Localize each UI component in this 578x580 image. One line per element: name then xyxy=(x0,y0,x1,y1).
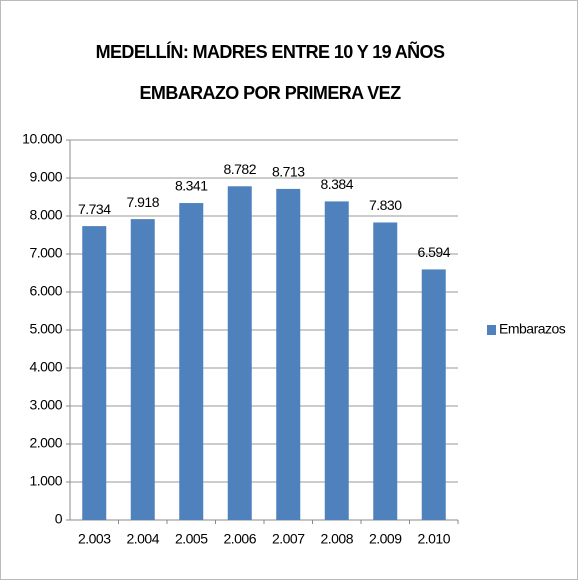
bar xyxy=(179,203,204,521)
x-tick-label: 2.007 xyxy=(272,531,305,547)
y-tick-label: 1.000 xyxy=(29,473,62,489)
y-tick-label: 6.000 xyxy=(29,283,62,299)
x-tick-label: 2.008 xyxy=(320,531,353,547)
y-tick-label: 10.000 xyxy=(22,131,63,147)
y-tick-label: 9.000 xyxy=(29,169,62,185)
value-label: 7.918 xyxy=(126,194,159,210)
y-tick-label: 0 xyxy=(55,511,63,527)
value-label: 8.384 xyxy=(320,176,353,192)
value-label: 8.713 xyxy=(272,164,305,180)
chart-title: MEDELLÍN: MADRES ENTRE 10 Y 19 AÑOS EMBA… xyxy=(95,42,445,103)
x-tick-label: 2.010 xyxy=(417,531,450,547)
value-label: 7.734 xyxy=(78,201,111,217)
value-label: 6.594 xyxy=(417,244,450,260)
bar xyxy=(227,186,252,520)
y-tick-label: 3.000 xyxy=(29,397,62,413)
x-tick-label: 2.009 xyxy=(369,531,402,547)
value-label: 8.341 xyxy=(175,178,208,194)
x-tick-label: 2.006 xyxy=(223,531,256,547)
y-tick-label: 7.000 xyxy=(29,245,62,261)
value-label: 7.830 xyxy=(369,197,402,213)
y-tick-label: 5.000 xyxy=(29,321,62,337)
legend-swatch xyxy=(487,325,496,335)
bar xyxy=(373,222,398,520)
bar xyxy=(421,269,446,520)
y-tick-label: 2.000 xyxy=(29,435,62,451)
value-label: 8.782 xyxy=(223,161,256,177)
bar xyxy=(82,226,107,520)
bar xyxy=(324,201,349,520)
x-tick-label: 2.005 xyxy=(175,531,208,547)
x-tick-label: 2.004 xyxy=(126,531,159,547)
bar xyxy=(276,188,301,520)
x-tick-label: 2.003 xyxy=(78,531,111,547)
legend-label: Embarazos xyxy=(499,321,566,337)
y-tick-label: 4.000 xyxy=(29,359,62,375)
y-tick-label: 8.000 xyxy=(29,207,62,223)
bar xyxy=(130,219,155,520)
